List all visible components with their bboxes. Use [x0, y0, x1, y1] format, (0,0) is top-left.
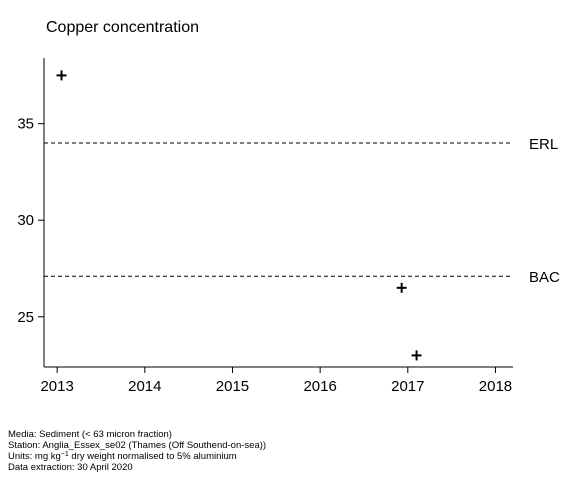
x-axis-ticks: 2013 2014 2015 2016 2017 2018 [40, 367, 512, 395]
data-point [411, 350, 422, 361]
x-tick-label: 2014 [128, 378, 161, 395]
data-point [56, 70, 67, 81]
copper-concentration-chart: 25 30 35 2013 2014 2015 2016 2017 2018 ERL BAC [17, 58, 560, 395]
footer-extraction: Data extraction: 30 April 2020 [8, 462, 133, 473]
data-point [396, 282, 407, 293]
footer-media: Media: Sediment (< 63 micron fraction) [8, 429, 172, 440]
footer-units-suffix: dry weight normalised to 5% aluminium [68, 451, 237, 462]
x-tick-label: 2013 [40, 378, 73, 395]
footer-units-prefix: Units: mg kg [8, 451, 61, 462]
reference-lines: ERL BAC [44, 136, 560, 286]
y-tick-label: 30 [17, 212, 34, 229]
footer-units: Units: mg kg−1 dry weight normalised to … [8, 451, 266, 462]
reference-label-erl: ERL [529, 136, 558, 153]
y-tick-label: 25 [17, 309, 34, 326]
reference-label-bac: BAC [529, 269, 560, 286]
x-tick-label: 2018 [479, 378, 512, 395]
x-tick-label: 2016 [303, 378, 336, 395]
data-points [56, 70, 422, 361]
footer-station: Station: Anglia_Essex_se02 (Thames (Off … [8, 440, 267, 451]
y-axis-ticks: 25 30 35 [17, 116, 44, 326]
x-tick-label: 2017 [391, 378, 424, 395]
footer-units-exponent: −1 [60, 451, 69, 458]
chart-footer: Media: Sediment (< 63 micron fraction) S… [8, 429, 266, 473]
chart-title: Copper concentration [46, 19, 199, 36]
y-tick-label: 35 [17, 116, 34, 133]
x-tick-label: 2015 [216, 378, 249, 395]
